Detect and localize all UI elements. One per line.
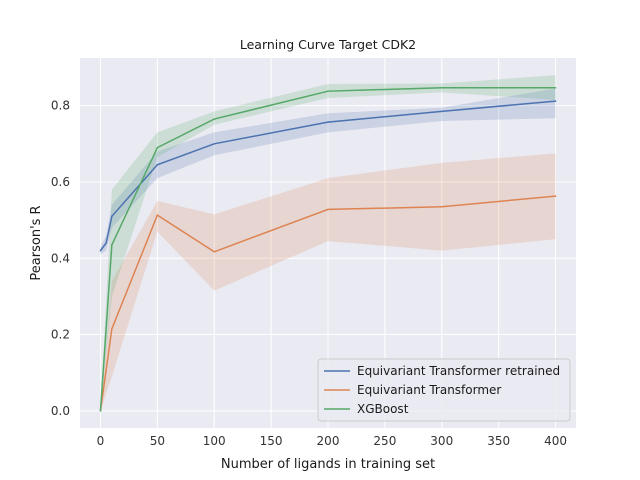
- data-point-et: [156, 214, 159, 216]
- x-tick-label: 400: [544, 434, 567, 448]
- legend-label-et: Equivariant Transformer: [357, 383, 501, 397]
- data-point-xgboost: [156, 146, 159, 149]
- y-tick-label: 0.4: [51, 251, 70, 265]
- y-tick-label: 0.2: [51, 328, 70, 342]
- x-tick-label: 0: [97, 434, 105, 448]
- data-point-et-retrained: [554, 100, 557, 102]
- x-tick-label: 250: [373, 434, 396, 448]
- data-point-et-retrained: [327, 121, 329, 123]
- data-point-xgboost: [99, 410, 102, 412]
- series-line-et-retrained: [99, 100, 556, 252]
- legend-label-xgboost: XGBoost: [357, 402, 409, 416]
- x-tick-label: 300: [430, 434, 453, 448]
- x-tick-label: 350: [487, 434, 510, 448]
- data-point-et: [213, 250, 216, 253]
- x-tick-label: 100: [203, 434, 226, 448]
- data-point-et: [440, 205, 443, 208]
- chart-title: Learning Curve Target CDK2: [240, 37, 416, 52]
- x-axis-label: Number of ligands in training set: [221, 457, 435, 472]
- y-axis-label: Pearson's R: [29, 205, 44, 280]
- data-point-xgboost: [554, 86, 557, 89]
- data-point-et-retrained: [111, 215, 113, 218]
- y-axis-ticks: 0.0 0.2 0.4 0.6 0.8: [51, 99, 70, 418]
- series-lines: [99, 86, 557, 412]
- x-axis-ticks: 0 50 100 150 200 250 300 350 400: [97, 434, 567, 448]
- data-point-xgboost: [440, 86, 443, 89]
- data-point-xgboost: [213, 118, 216, 120]
- data-point-et-retrained: [156, 164, 159, 166]
- legend-box: [317, 358, 571, 422]
- data-point-et-retrained: [105, 242, 107, 244]
- data-point-et: [327, 208, 329, 211]
- data-point-et-retrained: [99, 249, 102, 252]
- x-tick-label: 150: [260, 434, 283, 448]
- legend-label-et-retrained: Equivariant Transformer retrained: [357, 364, 560, 378]
- y-tick-label: 0.0: [51, 404, 70, 418]
- data-point-et-retrained: [213, 143, 216, 145]
- x-tick-label: 50: [150, 434, 165, 448]
- data-point-et: [111, 328, 113, 330]
- legend: Equivariant Transformer retrained Equiva…: [317, 358, 571, 422]
- confidence-band-et: [100, 153, 556, 411]
- data-point-et-retrained: [440, 110, 443, 113]
- data-point-xgboost: [327, 90, 329, 92]
- data-point-et: [554, 195, 557, 197]
- data-point-xgboost: [111, 244, 113, 246]
- x-tick-label: 200: [317, 434, 340, 448]
- y-tick-label: 0.8: [51, 99, 70, 113]
- y-tick-label: 0.6: [51, 175, 70, 189]
